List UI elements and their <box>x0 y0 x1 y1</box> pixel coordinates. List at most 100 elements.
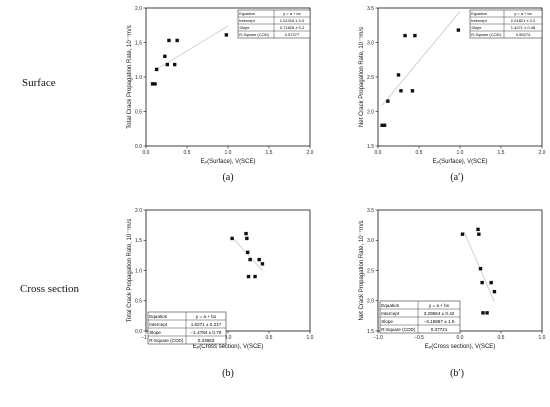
y-tick-label: 0.5 <box>135 109 142 115</box>
x-axis-title: Eₚ(Surface), V(SCE) <box>433 159 488 165</box>
chart-a: 0.0 0.5 1.0 1.5 2.0 0.0 0.5 1.0 1.5 2.0 Eₚ(Surface… <box>126 6 314 165</box>
data-point <box>163 54 167 58</box>
data-point <box>399 89 403 93</box>
y-axis-title: Total Crack Propagation Rate, 10⁻⁷m/s <box>126 25 133 128</box>
x-axis-title: Eₚ(Surface), V(SCE) <box>201 159 256 165</box>
fit-stats-key: Equation <box>381 303 400 308</box>
data-point <box>396 73 401 77</box>
x-tick-label: 0.5 <box>184 150 191 156</box>
data-point <box>244 231 248 236</box>
x-tick-label: 1.0 <box>539 335 546 341</box>
fit-stats-value: y = a + bx <box>283 11 301 16</box>
x-tick-label: 0.5 <box>416 150 423 156</box>
fit-stats-key: R-Square (COD) <box>239 32 269 37</box>
data-point <box>224 33 229 37</box>
data-point <box>253 274 257 279</box>
y-tick-label: 1.5 <box>367 144 374 150</box>
fit-stats-key: Slope <box>149 330 161 335</box>
data-point <box>410 89 415 93</box>
fit-stats-key: R-Square (COD) <box>471 32 501 37</box>
x-axis-title: Eₚ(Cross section), V(SCE) <box>425 344 496 350</box>
fit-stats-key: Intercept <box>149 322 168 327</box>
x-tick-label: 1.5 <box>266 150 273 156</box>
data-point <box>246 274 251 279</box>
fit-stats-value: 0.57377 <box>285 32 300 37</box>
x-tick-label: −0.5 <box>414 335 424 341</box>
data-point <box>480 280 484 285</box>
fit-stats-key: Equation <box>149 314 168 319</box>
y-tick-label: 1.5 <box>367 329 374 335</box>
x-tick-label: 0.5 <box>266 335 273 341</box>
data-point <box>153 82 157 86</box>
fit-stats-table: Equation y = a + bx Intercept 3.29564 ± 0.4… <box>379 300 461 334</box>
fit-stats-value: 1.01316 ± 0.0 <box>280 18 305 23</box>
data-point <box>456 28 461 32</box>
data-point <box>485 311 489 315</box>
fit-stats-key: R-Square (COD) <box>381 327 416 332</box>
fit-line <box>381 11 461 106</box>
data-point <box>477 232 481 236</box>
chart-b-prime: −1.0 −0.5 0.0 0.5 1.0 1.5 2.0 2.5 3.0 3.5 Eₚ(Cross… <box>358 208 546 350</box>
x-tick-label: 0.5 <box>498 335 505 341</box>
data-point <box>260 262 265 266</box>
fit-line <box>153 25 229 72</box>
panel-label-b-prime: (b′) <box>450 368 464 379</box>
y-tick-label: 0.0 <box>135 144 142 150</box>
data-point <box>257 257 261 262</box>
fit-stats-value: 0.71826 ± 0.2 <box>280 25 305 30</box>
data-point <box>460 232 465 236</box>
fit-stats-key: Intercept <box>471 18 487 23</box>
data-point <box>382 123 387 127</box>
fit-stats-value: 1.6271 ± 0.217 <box>191 322 222 327</box>
data-point <box>403 33 407 38</box>
x-tick-label: −1.0 <box>373 335 383 341</box>
data-point <box>380 123 384 127</box>
fit-stats-value: y = a + bx <box>196 314 217 319</box>
fit-stats-key: Intercept <box>239 18 255 23</box>
y-tick-label: 2.5 <box>367 268 374 274</box>
x-tick-label: −1.0 <box>141 335 151 341</box>
y-tick-label: 2.0 <box>135 6 142 12</box>
fit-stats-key: Slope <box>381 319 393 324</box>
fit-stats-value: 0.33863 <box>198 338 215 343</box>
data-point <box>478 266 483 271</box>
x-tick-label: 1.0 <box>307 335 314 341</box>
chart-b: −1.0−0.50.00.51.00.00.51.01.52.0Eₚ(Cross… <box>126 208 314 350</box>
data-point <box>167 38 171 43</box>
panel-label-b: (b) <box>222 368 234 379</box>
y-tick-label: 3.5 <box>367 6 374 12</box>
data-point <box>413 33 417 38</box>
data-point <box>154 67 159 72</box>
x-tick-label: 1.5 <box>498 150 505 156</box>
data-point <box>248 257 252 262</box>
fit-stats-key: Equation <box>471 11 487 16</box>
data-point <box>173 62 177 67</box>
fit-stats-table: Equation y = a + bx Intercept 1.01316 ± 0.0… <box>237 9 311 39</box>
y-tick-label: 0.5 <box>135 299 142 305</box>
row-label-surface: Surface <box>22 77 56 89</box>
panel-label-a: (a) <box>222 172 234 183</box>
fit-stats-value: 3.29564 ± 0.42 <box>424 311 455 316</box>
data-point <box>165 62 170 67</box>
y-tick-label: 2.5 <box>367 75 374 81</box>
fit-stats-key: R-Square (COD) <box>149 338 184 343</box>
x-tick-label: 0.0 <box>375 150 382 156</box>
y-axis-title: Net Crack Propagation Rate, 10⁻⁷m/s <box>358 220 365 320</box>
x-tick-label: 2.0 <box>539 150 546 156</box>
panel-label-a-prime: (a′) <box>450 172 464 183</box>
y-tick-label: 1.5 <box>135 238 142 244</box>
y-tick-label: 3.0 <box>367 238 374 244</box>
x-axis-title: Eₚ(Cross section), V(SCE) <box>193 344 264 350</box>
fit-stats-key: Intercept <box>381 311 400 316</box>
y-axis-title: Net Crack Propagation Rate, 10⁻⁷m/s <box>358 27 365 127</box>
x-tick-label: 1.0 <box>225 150 232 156</box>
data-point <box>175 38 179 43</box>
fit-stats-key: Slope <box>239 25 250 30</box>
fit-stats-value: −3.15867 ± 1.5 <box>424 319 455 324</box>
y-tick-label: 1.0 <box>135 268 142 274</box>
y-tick-label: 2.0 <box>367 299 374 305</box>
data-point <box>489 280 493 285</box>
fit-stats-value: y = a + bx <box>514 11 532 16</box>
data-point <box>481 311 485 315</box>
data-point <box>245 250 250 255</box>
